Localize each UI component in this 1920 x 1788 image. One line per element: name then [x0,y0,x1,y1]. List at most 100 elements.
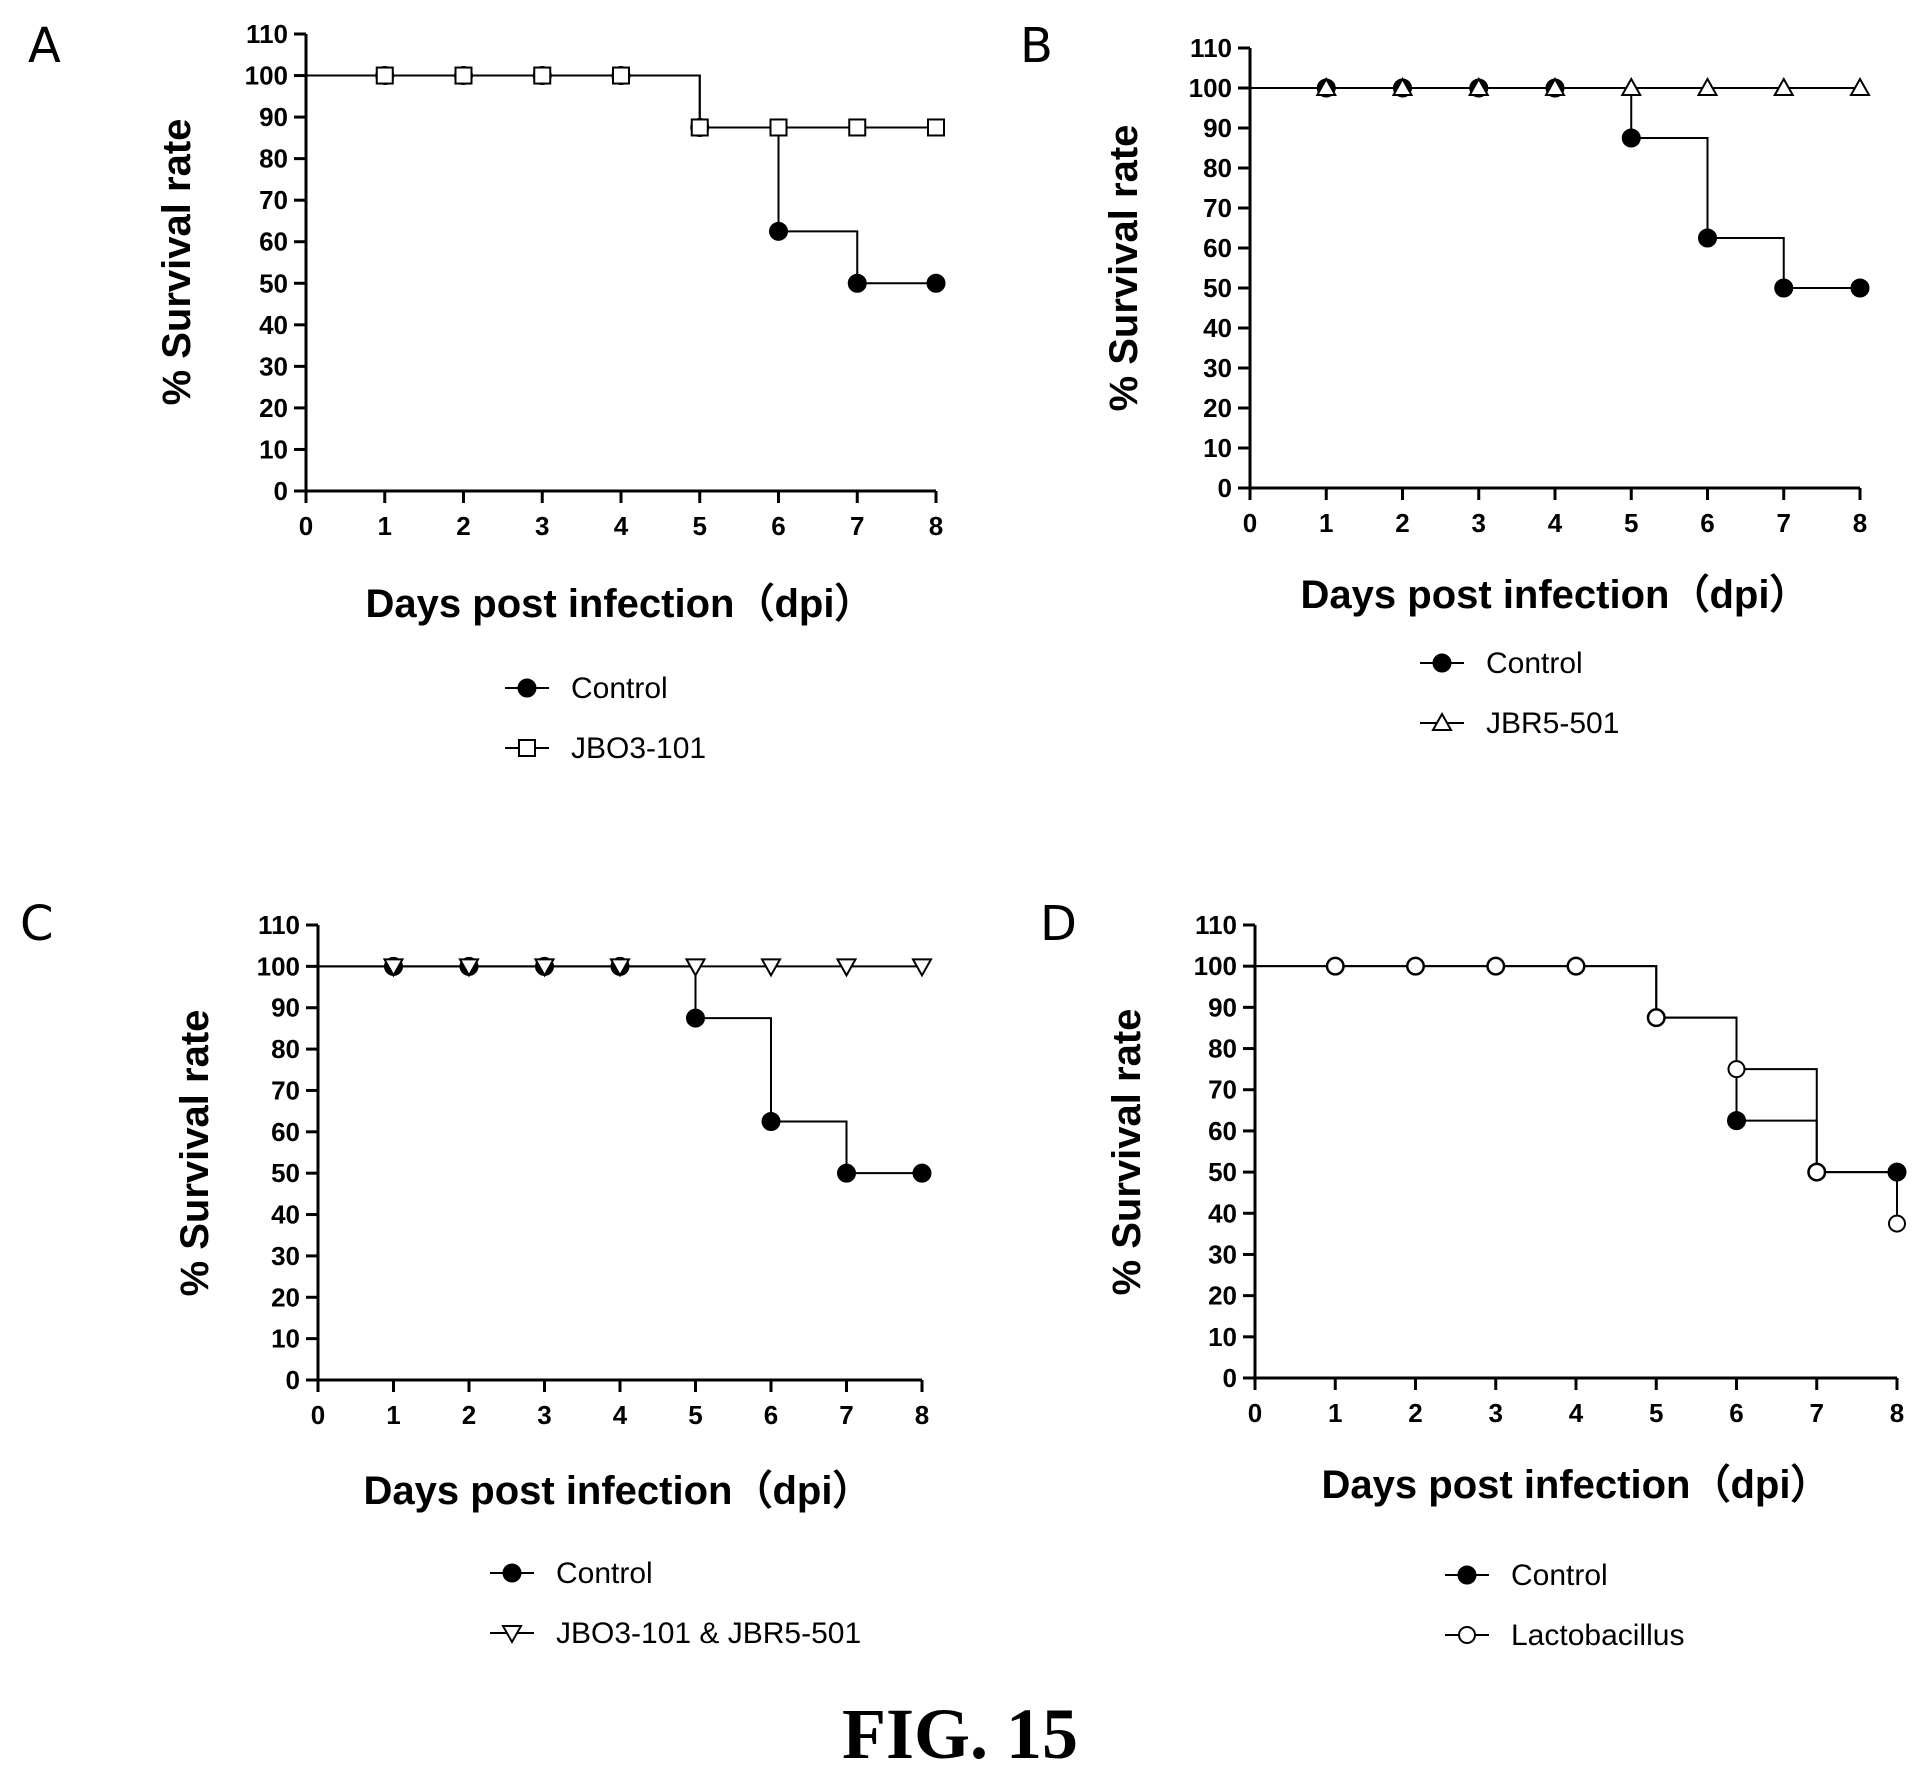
y-tick-label: 0 [286,1365,300,1395]
legend: Control Lactobacillus [1445,1559,1684,1652]
y-tick-label: 10 [259,434,288,464]
x-tick-label: 6 [1700,508,1714,538]
data-point-marker [848,118,867,137]
legend-marker [1431,711,1453,731]
y-tick-label: 50 [259,268,288,298]
data-point-marker [912,1163,932,1183]
data-point-marker [458,958,480,978]
data-point-marker [1698,228,1717,248]
legend: Control JBO3-101 [505,672,706,765]
data-point-marker [684,958,707,978]
x-tick-label: 6 [764,1400,778,1430]
x-tick-label: 8 [915,1400,929,1430]
x-tick-label: 4 [613,1400,628,1430]
data-point-marker [1849,76,1871,96]
x-tick-label: 4 [1569,1398,1584,1428]
data-point-marker [1315,76,1337,96]
x-axis-title: Days post infection（dpi） [1301,573,1810,617]
x-tick-label: 3 [1472,508,1486,538]
x-tick-label: 4 [614,511,629,541]
legend-label: Control [571,672,668,705]
x-axis-title: Days post infection（dpi） [1322,1463,1831,1507]
survival-step-line [1250,87,1860,289]
x-tick-label: 2 [1395,508,1409,538]
y-tick-label: 100 [245,61,288,91]
y-tick-label: 10 [271,1324,300,1354]
y-tick-label: 40 [271,1200,300,1230]
x-tick-label: 4 [1548,508,1563,538]
chart-panel-a: A 0 10 20 30 40 50 60 70 80 90 100 110 0 1 2 3 4 5 6 7 8 Days … [28,18,946,765]
data-point-marker [1486,957,1505,976]
x-tick-label: 1 [1319,508,1333,538]
legend-marker [502,1563,522,1583]
series-jbo3-101-jbr5-501 [318,958,933,978]
data-point-marker [1544,76,1566,96]
series-control [318,956,932,1183]
y-tick-label: 10 [1203,433,1232,463]
legend: Control JBR5-501 [1420,647,1619,740]
data-point-marker [1406,957,1425,976]
y-tick-label: 60 [259,227,288,257]
y-tick-label: 60 [271,1117,300,1147]
legend-label: JBR5-501 [1486,707,1619,740]
data-point-marker [690,118,709,137]
y-axis-title: % Survival rate [1102,125,1146,412]
y-axis-title: % Survival rate [1105,1009,1149,1296]
legend-marker [517,678,537,698]
data-point-marker [1807,1163,1826,1182]
y-tick-label: 100 [1189,73,1232,103]
x-tick-label: 5 [1649,1398,1663,1428]
y-tick-label: 100 [1194,951,1237,981]
data-point-marker [1326,957,1345,976]
series-control [306,66,946,293]
legend-marker [1432,653,1452,673]
y-tick-label: 50 [1208,1157,1237,1187]
data-point-marker [533,958,556,978]
y-tick-label: 110 [246,19,288,49]
series-control [1250,78,1870,298]
y-axis-title: % Survival rate [173,1010,217,1297]
x-tick-label: 7 [1777,508,1791,538]
x-tick-label: 7 [1810,1398,1824,1428]
data-point-marker [454,66,473,85]
y-tick-label: 30 [1208,1239,1237,1269]
data-point-marker [769,221,788,241]
panel-letter: D [1040,896,1077,952]
chart-panel-c: C 0 10 20 30 40 50 60 70 80 90 100 110 0 1 2 3 4 5 6 7 8 Days … [20,896,933,1650]
x-tick-label: 8 [929,511,943,541]
legend-label: JBO3-101 [571,732,706,765]
survival-step-line [306,74,936,129]
y-tick-label: 110 [1195,910,1237,940]
y-tick-label: 40 [1208,1198,1237,1228]
y-tick-label: 40 [1203,313,1232,343]
x-tick-label: 1 [1328,1398,1342,1428]
panel-letter: C [20,896,54,952]
x-tick-label: 2 [462,1400,476,1430]
data-point-marker [1567,957,1585,976]
survival-step-line [306,74,936,285]
y-tick-label: 20 [1208,1281,1237,1311]
x-tick-label: 0 [311,1400,325,1430]
data-point-marker [1391,76,1414,96]
data-point-marker [769,118,788,137]
y-tick-label: 70 [271,1075,300,1105]
y-tick-label: 0 [1218,473,1232,503]
legend-marker [1458,1626,1476,1644]
data-point-marker [612,66,630,85]
chart-panel-b: B 0 10 20 30 40 50 60 70 80 90 100 110 0 1 2 3 4 5 6 7 8 Days … [1020,18,1871,740]
data-point-marker [1888,1214,1906,1233]
x-tick-label: 0 [1243,508,1257,538]
y-tick-label: 60 [1203,233,1232,263]
data-point-marker [911,958,933,978]
data-point-marker [761,1111,781,1131]
data-point-marker [1774,278,1794,298]
x-tick-label: 1 [386,1400,400,1430]
legend-label: Lactobacillus [1511,1619,1684,1652]
y-tick-label: 40 [259,310,288,340]
data-point-marker [926,273,946,293]
y-tick-label: 100 [257,951,300,981]
y-tick-label: 80 [1203,153,1232,183]
y-tick-label: 80 [259,144,288,174]
y-tick-label: 90 [259,102,288,132]
y-tick-label: 30 [1203,353,1232,383]
